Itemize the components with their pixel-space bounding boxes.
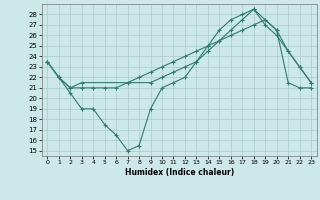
X-axis label: Humidex (Indice chaleur): Humidex (Indice chaleur)	[124, 168, 234, 177]
